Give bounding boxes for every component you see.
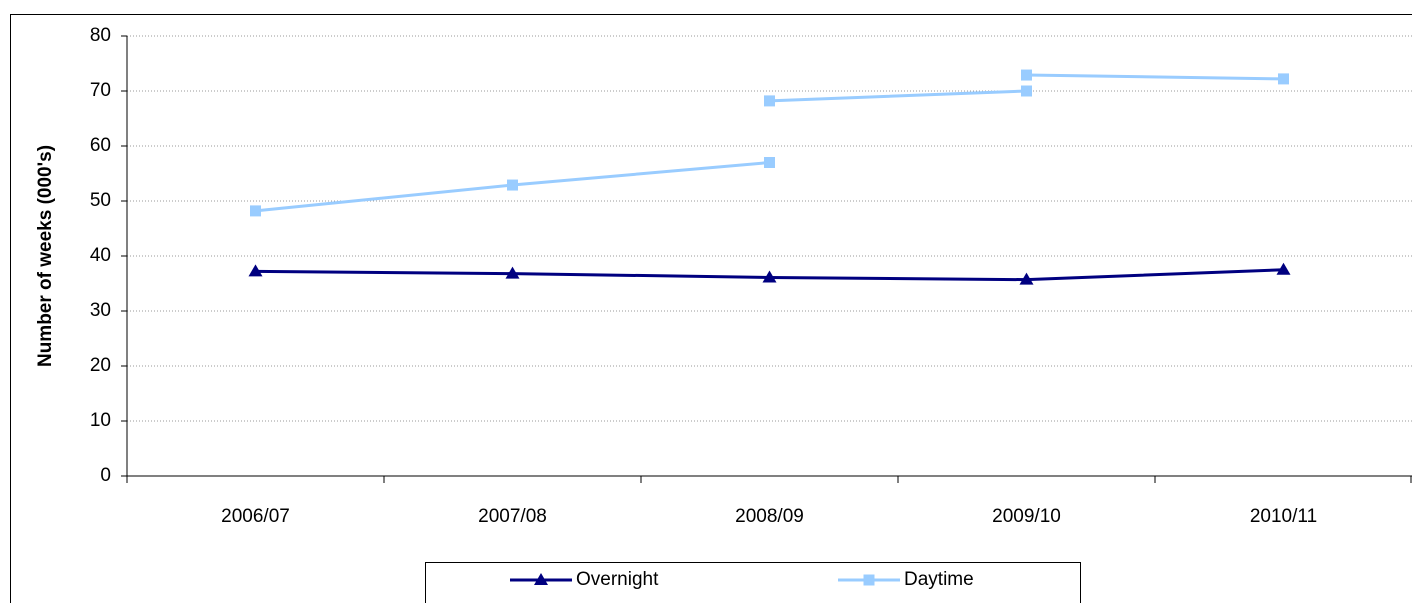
y-tick-label: 60 (90, 135, 111, 156)
marker (764, 95, 775, 107)
y-tick-label: 30 (90, 300, 111, 321)
legend-box (425, 562, 1081, 603)
y-tick-label: 50 (90, 190, 111, 211)
y-tick-label: 0 (100, 465, 111, 486)
marker (764, 157, 775, 168)
marker (507, 179, 518, 191)
marker (505, 266, 520, 279)
chart-border (10, 14, 1412, 603)
y-tick-label: 20 (90, 355, 111, 376)
marker (534, 573, 548, 585)
x-tick-label: 2010/11 (1250, 506, 1317, 527)
marker (1021, 69, 1032, 81)
marker (248, 264, 263, 277)
x-tick-label: 2009/10 (992, 506, 1061, 527)
marker (250, 205, 261, 217)
marker (1278, 73, 1289, 85)
y-tick-label: 40 (90, 245, 111, 266)
x-tick-label: 2007/08 (478, 506, 547, 527)
legend-label: Daytime (904, 569, 974, 590)
marker (762, 270, 777, 283)
y-tick-label: 10 (90, 410, 111, 431)
x-tick-label: 2006/07 (221, 506, 290, 527)
marker (1021, 85, 1032, 97)
y-axis-title: Number of weeks (000's) (35, 145, 56, 367)
marker (1019, 272, 1034, 285)
x-tick-label: 2008/09 (735, 506, 804, 527)
y-tick-label: 70 (90, 80, 111, 101)
y-tick-label: 80 (90, 25, 111, 46)
legend-label: Overnight (576, 569, 659, 590)
marker (863, 574, 875, 586)
marker (1276, 262, 1291, 275)
